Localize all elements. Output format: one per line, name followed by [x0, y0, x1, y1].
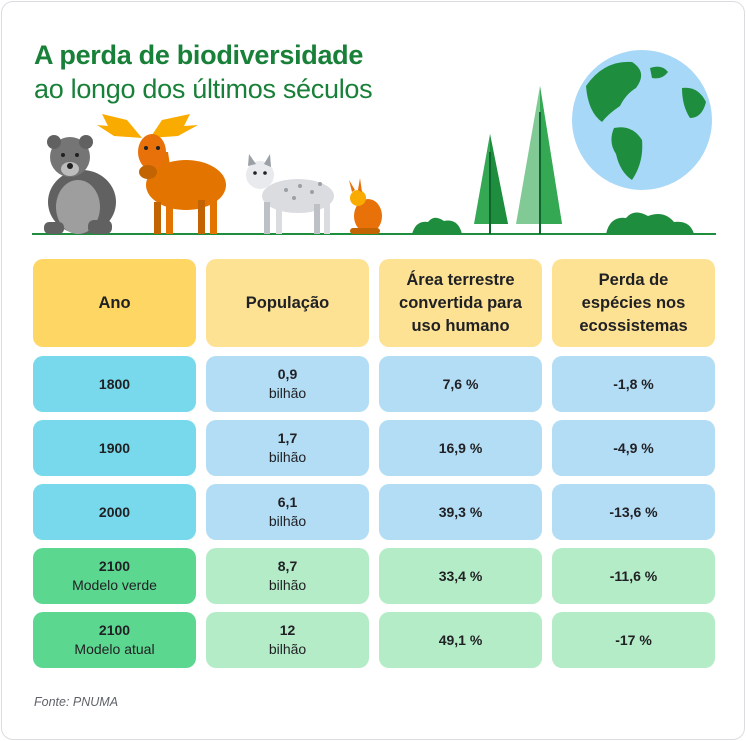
row-2100-current-loss: -17 %	[552, 612, 715, 668]
land-value: 49,1 %	[438, 631, 483, 648]
header-land-use: Área terrestre convertida para uso human…	[379, 259, 542, 347]
header-year-label: Ano	[98, 293, 131, 312]
land-value: 33,4 %	[438, 567, 483, 584]
population-value: 6,1	[277, 494, 298, 510]
model-label: Modelo verde	[72, 577, 157, 593]
population-unit: bilhão	[268, 513, 307, 529]
loss-value: -13,6 %	[609, 503, 658, 520]
row-1800-population: 0,9 bilhão	[206, 356, 369, 412]
row-2100-current-population: 12 bilhão	[206, 612, 369, 668]
header-population: População	[206, 259, 369, 347]
row-2000-land: 39,3 %	[379, 484, 542, 540]
loss-value: -1,8 %	[613, 375, 654, 392]
population-unit: bilhão	[268, 577, 307, 593]
row-2000-loss: -13,6 %	[552, 484, 715, 540]
header-land-line-1: Área terrestre	[406, 270, 515, 289]
moose-icon	[97, 114, 226, 234]
population-value: 0,9	[277, 366, 298, 382]
year-value: 1800	[98, 375, 131, 392]
hare-icon	[349, 178, 382, 234]
year-value: 2100	[98, 558, 131, 574]
header-population-label: População	[245, 293, 330, 312]
title-line-1: A perda de biodiversidade	[34, 40, 364, 70]
population-unit: bilhão	[268, 641, 307, 657]
year-value: 1900	[98, 439, 131, 456]
row-1900-year: 1900	[33, 420, 196, 476]
row-2000-population: 6,1 bilhão	[206, 484, 369, 540]
model-label: Modelo atual	[74, 641, 155, 657]
population-value: 12	[279, 622, 296, 638]
loss-value: -4,9 %	[613, 439, 654, 456]
row-1800-land: 7,6 %	[379, 356, 542, 412]
header-loss-line-3: ecossistemas	[579, 316, 688, 335]
row-1900-land: 16,9 %	[379, 420, 542, 476]
population-value: 8,7	[277, 558, 298, 574]
header-year: Ano	[33, 259, 196, 347]
population-unit: bilhão	[268, 449, 307, 465]
population-unit: bilhão	[268, 385, 307, 401]
illustration	[32, 50, 716, 235]
year-value: 2100	[98, 622, 131, 638]
loss-value: -17 %	[615, 631, 652, 648]
row-2100-current-land: 49,1 %	[379, 612, 542, 668]
header-loss-line-1: Perda de	[598, 270, 669, 289]
year-value: 2000	[98, 503, 131, 520]
row-1800-year: 1800	[33, 356, 196, 412]
header-land-line-2: convertida para	[399, 293, 522, 312]
row-1900-population: 1,7 bilhão	[206, 420, 369, 476]
source-note: Fonte: PNUMA	[34, 695, 119, 709]
row-1800-loss: -1,8 %	[552, 356, 715, 412]
row-1900-loss: -4,9 %	[552, 420, 715, 476]
land-value: 16,9 %	[438, 439, 483, 456]
row-2100-green-population: 8,7 bilhão	[206, 548, 369, 604]
row-2100-current-year: 2100 Modelo atual	[33, 612, 196, 668]
row-2100-green-loss: -11,6 %	[552, 548, 715, 604]
land-value: 7,6 %	[442, 375, 479, 392]
loss-value: -11,6 %	[609, 567, 658, 584]
header-species-loss: Perda de espécies nos ecossistemas	[552, 259, 715, 347]
row-2000-year: 2000	[33, 484, 196, 540]
population-value: 1,7	[277, 430, 298, 446]
land-value: 39,3 %	[438, 503, 483, 520]
tree-icon	[474, 86, 562, 234]
lynx-icon	[246, 154, 334, 234]
header-loss-line-2: espécies nos	[581, 293, 686, 312]
row-2100-green-land: 33,4 %	[379, 548, 542, 604]
title-line-2: ao longo dos últimos séculos	[34, 74, 373, 104]
header-land-line-3: uso humano	[411, 316, 510, 335]
bear-icon	[44, 135, 116, 234]
globe-icon	[572, 50, 712, 190]
row-2100-green-year: 2100 Modelo verde	[33, 548, 196, 604]
bush-icon	[412, 212, 694, 234]
